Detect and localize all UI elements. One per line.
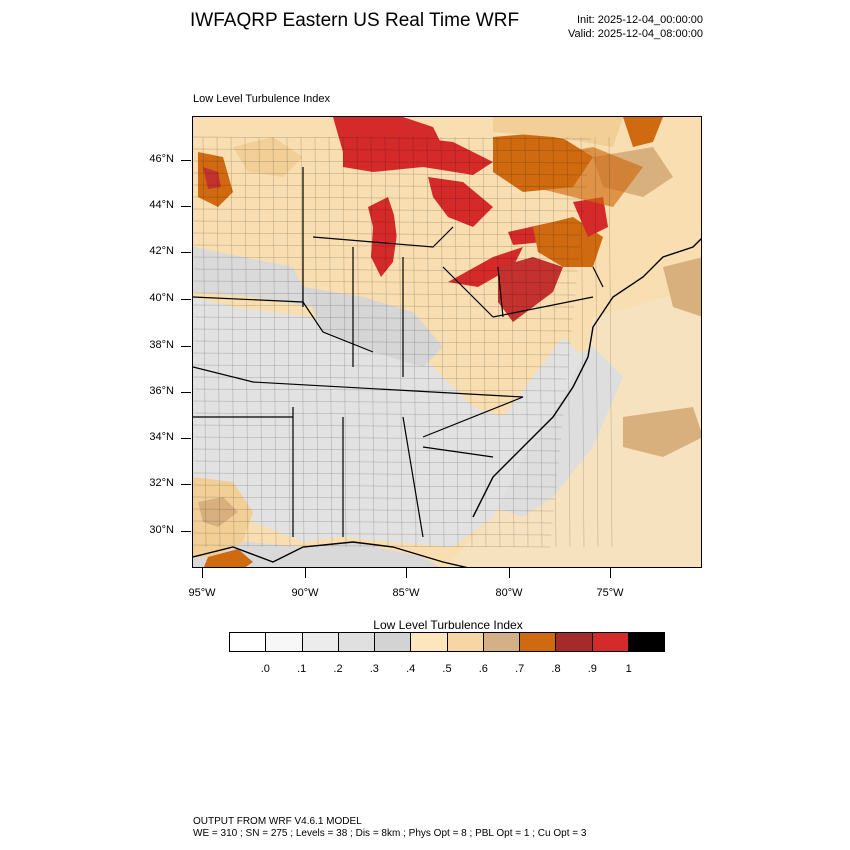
lat-label-36: 36°N [149,385,174,397]
coastlines [193,238,701,567]
lake-michigan [368,197,398,277]
minnesota-red [203,167,221,189]
lat-label-46: 46°N [149,153,174,165]
colorbar-label: .5 [442,663,452,675]
colorbar-cell [520,633,557,651]
texas-orange-spot [203,549,253,567]
colorbar-cell [628,633,664,651]
valid-time: Valid: 2025-12-04_08:00:00 [568,28,703,40]
colorbar-label: .3 [369,663,379,675]
nyc-red [573,197,608,237]
maine-orange [623,117,663,147]
colorbar-cell [411,633,448,651]
lat-tick [181,206,191,207]
lat-tick [181,346,191,347]
county-grid [193,136,613,548]
colorbar-cell [483,633,520,651]
offshore-tan-patch-2 [663,257,701,317]
state-boundaries [193,167,604,538]
canada-tan [493,117,623,147]
offshore-tan-patch [623,407,701,457]
lake-superior [343,135,493,175]
colorbar-label: .8 [551,663,561,675]
colorbar-label: .0 [260,663,270,675]
lon-label-95: 95°W [188,587,216,599]
lon-label-80: 80°W [495,587,523,599]
michigan-tan [393,202,453,277]
footer-model-line: OUTPUT FROM WRF V4.6.1 MODEL [193,816,362,827]
lon-tick [406,568,407,578]
ontario-orange-strip [513,147,643,207]
lon-label-85: 85°W [392,587,420,599]
lon-tick [610,568,611,578]
lat-tick [181,160,191,161]
colorbar-cell [556,633,593,651]
lat-tick [181,438,191,439]
lat-tick [181,299,191,300]
colorbar [229,632,665,652]
init-time: Init: 2025-12-04_00:00:00 [577,14,703,26]
offshore-gray-band [493,347,623,517]
lon-tick [305,568,306,578]
lon-label-90: 90°W [291,587,319,599]
lat-label-40: 40°N [149,292,174,304]
lon-tick [202,568,203,578]
lat-label-34: 34°N [149,431,174,443]
colorbar-cell [302,633,339,651]
map-title: IWFAQRP Eastern US Real Time WRF [190,10,520,31]
colorbar-cell [592,633,629,651]
colorbar-label: .2 [333,663,343,675]
appalachian-red [498,257,563,322]
lon-tick [509,568,510,578]
colorbar-label: .7 [515,663,525,675]
lon-label-75: 75°W [596,587,624,599]
lake-huron [428,177,493,227]
colorbar-title: Low Level Turbulence Index [373,618,523,632]
lat-tick [181,252,191,253]
map-field-label: Low Level Turbulence Index [193,93,330,105]
colorbar-cell [266,633,303,651]
lat-label-38: 38°N [149,339,174,351]
colorbar-cell [375,633,412,651]
lat-tick [181,531,191,532]
colorbar-label: .4 [406,663,416,675]
ohio-gray-zone [303,287,443,367]
map-panel [192,116,702,568]
colorbar-label: .6 [478,663,488,675]
midwest-gray-zone [193,247,313,307]
colorbar-label: 1 [625,663,632,675]
colorbar-cell [230,633,267,651]
colorbar-label: .1 [297,663,307,675]
gulf-of-mexico [193,537,440,567]
lat-label-32: 32°N [149,477,174,489]
footer-config-line: WE = 310 ; SN = 275 ; Levels = 38 ; Dis … [193,828,587,839]
southeast-low-zone [193,297,583,547]
louisiana-orange [198,497,238,527]
lat-label-30: 30°N [149,524,174,536]
lat-tick [181,484,191,485]
lat-label-44: 44°N [149,199,174,211]
colorbar-cell [338,633,375,651]
lat-label-42: 42°N [149,245,174,257]
colorbar-cell [447,633,484,651]
upper-michigan-red [333,117,443,152]
lat-tick [181,392,191,393]
lake-erie [448,247,523,287]
wisconsin-tan [233,137,303,177]
turbulence-map [193,117,701,567]
colorbar-label: .9 [587,663,597,675]
